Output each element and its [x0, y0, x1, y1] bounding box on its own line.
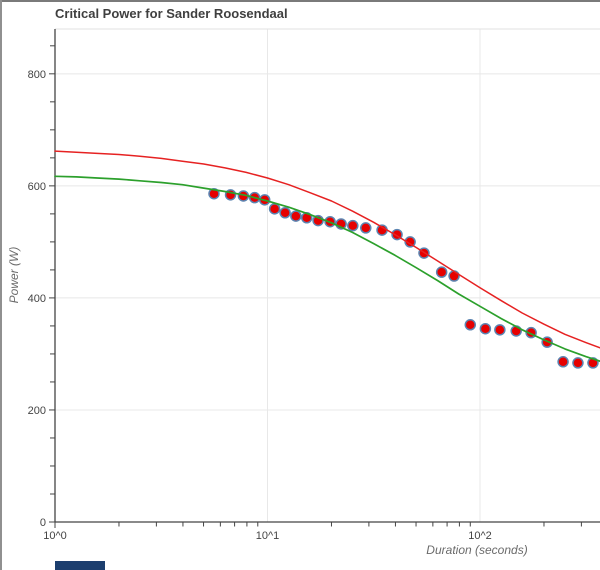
- model-curve-red: [54, 150, 600, 349]
- data-point[interactable]: [208, 187, 220, 200]
- x-tick-label: 10^0: [43, 530, 67, 542]
- window-top-border: [0, 0, 600, 2]
- data-point[interactable]: [347, 219, 359, 232]
- window-left-border: [0, 0, 2, 570]
- y-tick-label: 800: [28, 69, 46, 81]
- y-tick-label: 200: [28, 405, 46, 417]
- gridlines: [55, 28, 600, 522]
- data-point[interactable]: [448, 270, 460, 282]
- data-point[interactable]: [404, 236, 416, 248]
- model-curve-green-path: [54, 175, 600, 363]
- measured-power-points[interactable]: [208, 187, 599, 369]
- data-point[interactable]: [494, 324, 506, 336]
- x-axis-title: Duration (seconds): [426, 543, 528, 557]
- data-point[interactable]: [279, 207, 291, 219]
- model-curve-red-path: [54, 150, 600, 349]
- data-point[interactable]: [479, 322, 492, 335]
- data-point[interactable]: [360, 222, 372, 234]
- data-point[interactable]: [435, 266, 448, 278]
- tick-labels: 0 200 400 600 800 10^0 10^1 10^2: [28, 69, 492, 542]
- axis-ticks: [49, 45, 582, 528]
- data-point[interactable]: [268, 203, 281, 215]
- chart-title: Critical Power for Sander Roosendaal: [55, 6, 288, 21]
- axis-lines: [54, 29, 600, 523]
- x-tick-label: 10^1: [256, 530, 280, 542]
- partially-visible-bottom-element[interactable]: [55, 561, 105, 570]
- y-tick-label: 400: [28, 293, 46, 305]
- x-tick-label: 10^2: [468, 530, 492, 542]
- data-point[interactable]: [572, 357, 584, 369]
- y-tick-label: 0: [40, 517, 46, 529]
- y-tick-label: 600: [28, 181, 46, 193]
- model-curve-green: [54, 175, 600, 363]
- data-point[interactable]: [290, 210, 302, 222]
- data-point[interactable]: [464, 319, 477, 331]
- data-point[interactable]: [557, 356, 569, 368]
